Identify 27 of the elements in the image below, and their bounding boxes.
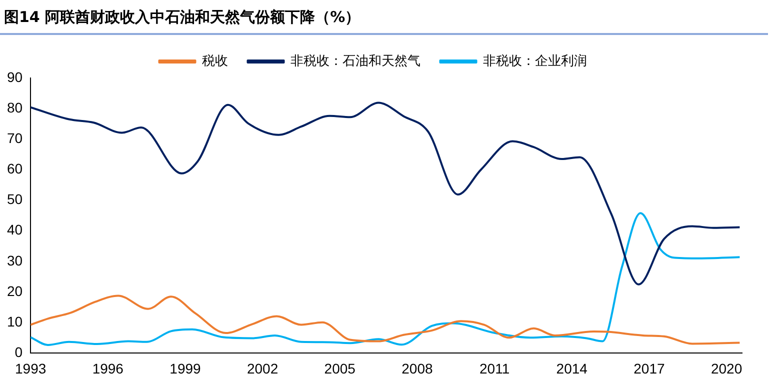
y-tick-label: 0 [14,344,23,360]
chart-title: 图14 阿联酋财政收入中石油和天然气份额下降（%） [0,0,768,35]
y-tick-label: 80 [6,99,23,116]
legend-label: 税收 [202,54,228,69]
y-tick-label: 70 [6,130,23,146]
legend-label: 非税收：企业利润 [482,54,587,69]
x-tick-label: 2014 [556,360,588,376]
y-tick-label: 50 [6,191,23,208]
x-tick-label: 2017 [634,360,665,376]
y-tick-label: 60 [6,160,23,177]
x-tick-label: 2005 [324,360,356,376]
x-tick-label: 1993 [14,360,46,376]
x-tick-label: 2002 [246,360,278,376]
x-tick-label: 2008 [402,360,433,376]
y-tick-label: 90 [6,68,23,85]
x-tick-label: 1999 [170,360,202,376]
y-tick-label: 10 [6,313,23,330]
line-series [30,212,741,346]
line-series [30,294,741,345]
legend-label: 非税收：石油和天然气 [290,54,420,69]
x-tick-label: 2020 [710,360,742,376]
x-tick-label: 2011 [479,360,510,376]
x-tick-label: 1996 [92,360,124,376]
y-tick-label: 20 [6,282,23,299]
y-tick-label: 40 [6,222,23,238]
line-series [30,102,741,286]
y-tick-label: 30 [6,252,23,268]
